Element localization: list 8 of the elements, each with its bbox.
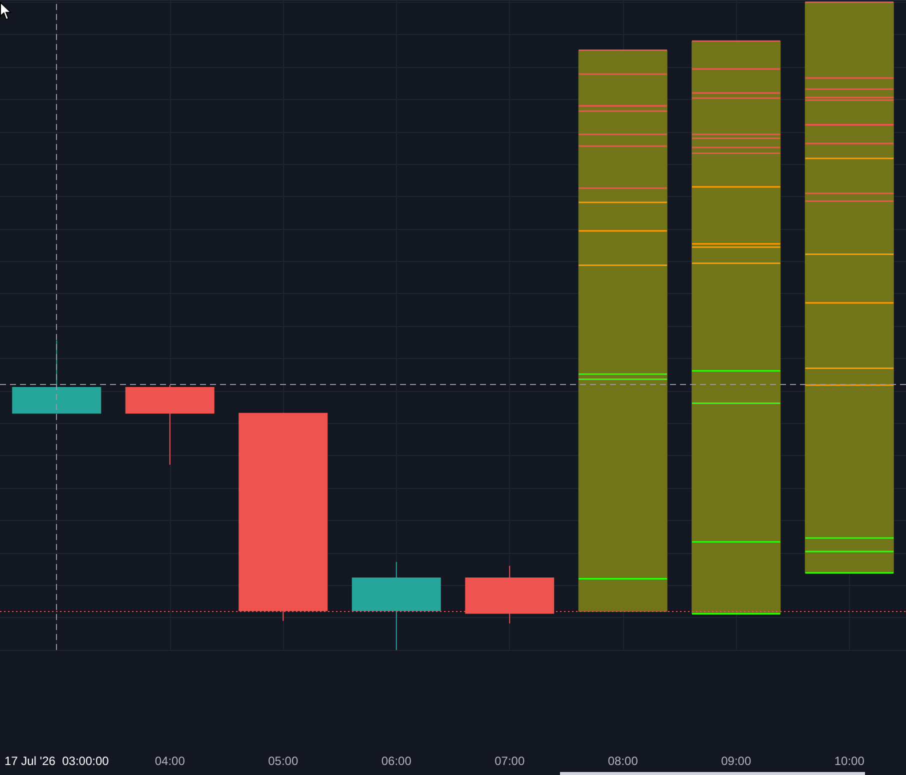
x-tick-label: 17 Jul '26 03:00:00 (4, 754, 110, 768)
x-tick-label: 10:00 (834, 754, 865, 768)
x-tick-label: 04:00 (154, 754, 186, 768)
x-tick-label: 07:00 (494, 754, 525, 768)
x-tick-label: 08:00 (608, 754, 638, 768)
x-tick-label: 09:00 (721, 754, 752, 768)
x-tick-label: 05:00 (268, 754, 298, 768)
x-tick-label: 06:00 (381, 754, 412, 768)
